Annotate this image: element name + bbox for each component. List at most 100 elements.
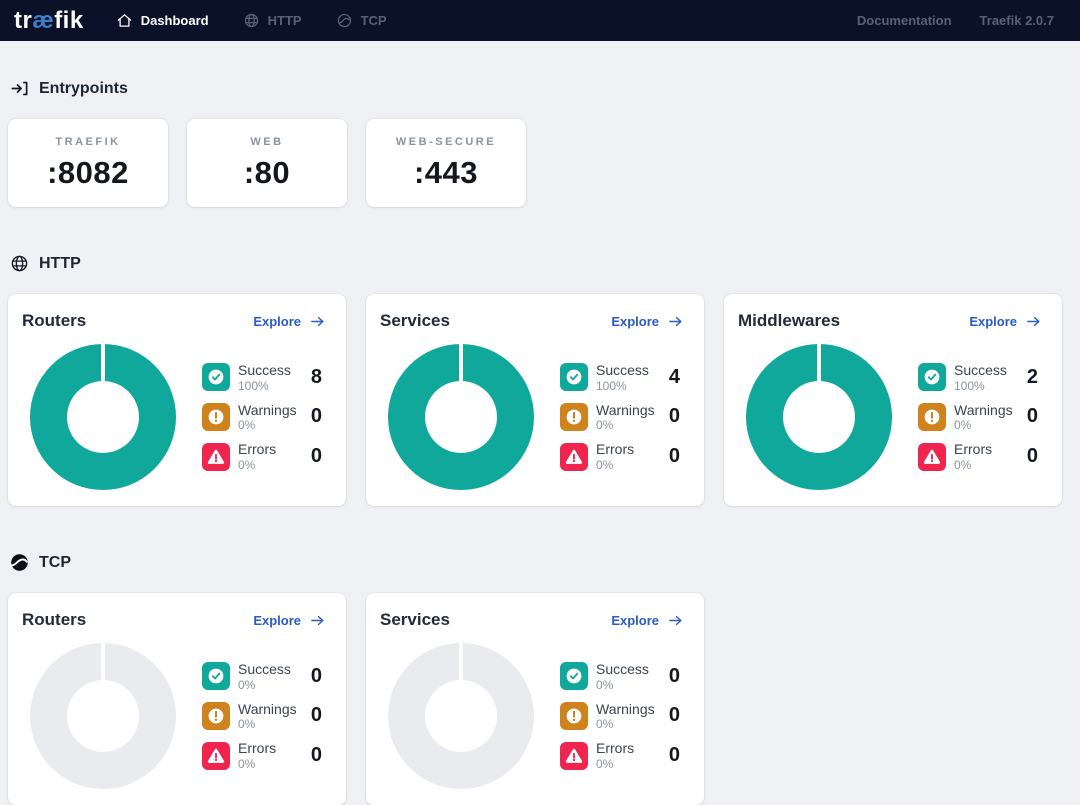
- warnings-row: Warnings 0% 0: [560, 402, 684, 433]
- arrow-right-icon: [1025, 313, 1042, 330]
- globe-icon: [243, 12, 260, 29]
- errors-count: 0: [310, 744, 322, 767]
- errors-row: Errors 0% 0: [918, 441, 1042, 472]
- card-title: Routers: [22, 610, 87, 629]
- errors-row: Errors 0% 0: [560, 441, 684, 472]
- success-row: Success 100% 2: [918, 362, 1042, 393]
- entrypoint-name: WEB-SECURE: [395, 135, 497, 148]
- error-icon: [202, 442, 230, 471]
- tab-http[interactable]: HTTP: [243, 12, 302, 29]
- entrypoint-port: :80: [243, 154, 291, 190]
- warning-icon: [202, 701, 230, 730]
- donut-chart: [746, 344, 892, 490]
- success-icon: [202, 662, 230, 691]
- explore-http-services-link[interactable]: Explore: [611, 313, 684, 330]
- documentation-link[interactable]: Documentation: [856, 13, 952, 28]
- card-title: Services: [380, 610, 450, 629]
- home-icon: [116, 12, 133, 29]
- warnings-count: 0: [310, 405, 322, 428]
- tcp-cards: Routers Explore Success 0% 0: [8, 593, 1062, 805]
- entrypoints-icon: [10, 79, 29, 98]
- explore-tcp-services-link[interactable]: Explore: [611, 612, 684, 629]
- warning-icon: [202, 402, 230, 431]
- entrypoint-port: :8082: [47, 154, 129, 190]
- warning-icon: [560, 701, 588, 730]
- warnings-row: Warnings 0% 0: [202, 402, 326, 433]
- tab-tcp-label: TCP: [360, 13, 387, 28]
- arrow-right-icon: [667, 313, 684, 330]
- tab-dashboard[interactable]: Dashboard: [116, 12, 209, 29]
- success-row: Success 0% 0: [202, 661, 326, 692]
- stats-list: Success 0% 0 Warnings 0% 0 E: [560, 661, 684, 771]
- errors-row: Errors 0% 0: [560, 740, 684, 771]
- arrow-right-icon: [309, 612, 326, 629]
- entrypoint-port: :443: [413, 154, 479, 190]
- dashboard-content: Entrypoints TRAEFIK :8082 WEB :80 WEB-SE…: [0, 41, 1080, 805]
- traefik-logo: træfik: [14, 6, 84, 34]
- warnings-count: 0: [310, 704, 322, 727]
- errors-count: 0: [668, 744, 680, 767]
- tcp-icon: [336, 12, 353, 29]
- success-icon: [560, 662, 588, 691]
- error-icon: [202, 741, 230, 770]
- success-icon: [202, 363, 230, 392]
- success-count: 8: [310, 365, 322, 388]
- stats-list: Success 100% 4 Warnings 0% 0: [560, 362, 684, 472]
- explore-http-routers-link[interactable]: Explore: [253, 313, 326, 330]
- globe-icon: [10, 254, 29, 273]
- arrow-right-icon: [309, 313, 326, 330]
- entrypoint-card-web-secure: WEB-SECURE :443: [366, 119, 526, 207]
- card-title: Routers: [22, 311, 87, 330]
- donut-chart: [388, 344, 534, 490]
- errors-row: Errors 0% 0: [202, 441, 326, 472]
- card-title: Services: [380, 311, 450, 330]
- section-title-http: HTTP: [39, 254, 81, 272]
- http-middlewares-card: Middlewares Explore Success 100% 2: [724, 294, 1062, 506]
- tcp-icon: [10, 553, 29, 572]
- warnings-row: Warnings 0% 0: [918, 402, 1042, 433]
- explore-tcp-routers-link[interactable]: Explore: [253, 612, 326, 629]
- errors-count: 0: [1026, 445, 1038, 468]
- tcp-section-heading: TCP: [10, 553, 1062, 572]
- success-count: 4: [668, 365, 680, 388]
- success-icon: [560, 363, 588, 392]
- nav-tabs: Dashboard HTTP TCP: [116, 12, 857, 29]
- warnings-row: Warnings 0% 0: [202, 701, 326, 732]
- nav-links: Documentation Traefik 2.0.7: [857, 13, 1054, 28]
- warning-icon: [918, 402, 946, 431]
- tcp-routers-card: Routers Explore Success 0% 0: [8, 593, 346, 805]
- entrypoint-name: WEB: [250, 135, 284, 148]
- errors-count: 0: [310, 445, 322, 468]
- stats-list: Success 100% 8 Warnings 0% 0: [202, 362, 326, 472]
- entrypoint-card-web: WEB :80: [187, 119, 347, 207]
- tab-http-label: HTTP: [267, 13, 302, 28]
- success-count: 2: [1026, 365, 1038, 388]
- warnings-row: Warnings 0% 0: [560, 701, 684, 732]
- stats-list: Success 100% 2 Warnings 0% 0: [918, 362, 1042, 472]
- donut-chart: [30, 344, 176, 490]
- donut-chart: [388, 643, 534, 789]
- warning-icon: [560, 402, 588, 431]
- version-link[interactable]: Traefik 2.0.7: [979, 13, 1054, 28]
- card-title: Middlewares: [738, 311, 841, 330]
- entrypoints-cards: TRAEFIK :8082 WEB :80 WEB-SECURE :443: [8, 119, 1062, 207]
- entrypoint-card-traefik: TRAEFIK :8082: [8, 119, 168, 207]
- navbar: træfik Dashboard HTTP TCP Documentation …: [0, 0, 1080, 41]
- explore-http-middlewares-link[interactable]: Explore: [969, 313, 1042, 330]
- success-count: 0: [310, 664, 322, 687]
- donut-chart: [30, 643, 176, 789]
- tcp-services-card: Services Explore Success 0% 0: [366, 593, 704, 805]
- entrypoints-section-heading: Entrypoints: [10, 79, 1062, 98]
- http-cards: Routers Explore Success 100% 8: [8, 294, 1062, 506]
- section-title-tcp: TCP: [39, 553, 71, 571]
- error-icon: [560, 442, 588, 471]
- success-row: Success 100% 8: [202, 362, 326, 393]
- tab-tcp[interactable]: TCP: [336, 12, 387, 29]
- success-icon: [918, 363, 946, 392]
- errors-count: 0: [668, 445, 680, 468]
- http-section-heading: HTTP: [10, 254, 1062, 273]
- stats-list: Success 0% 0 Warnings 0% 0 E: [202, 661, 326, 771]
- tab-dashboard-label: Dashboard: [140, 13, 209, 28]
- success-row: Success 0% 0: [560, 661, 684, 692]
- warnings-count: 0: [668, 704, 680, 727]
